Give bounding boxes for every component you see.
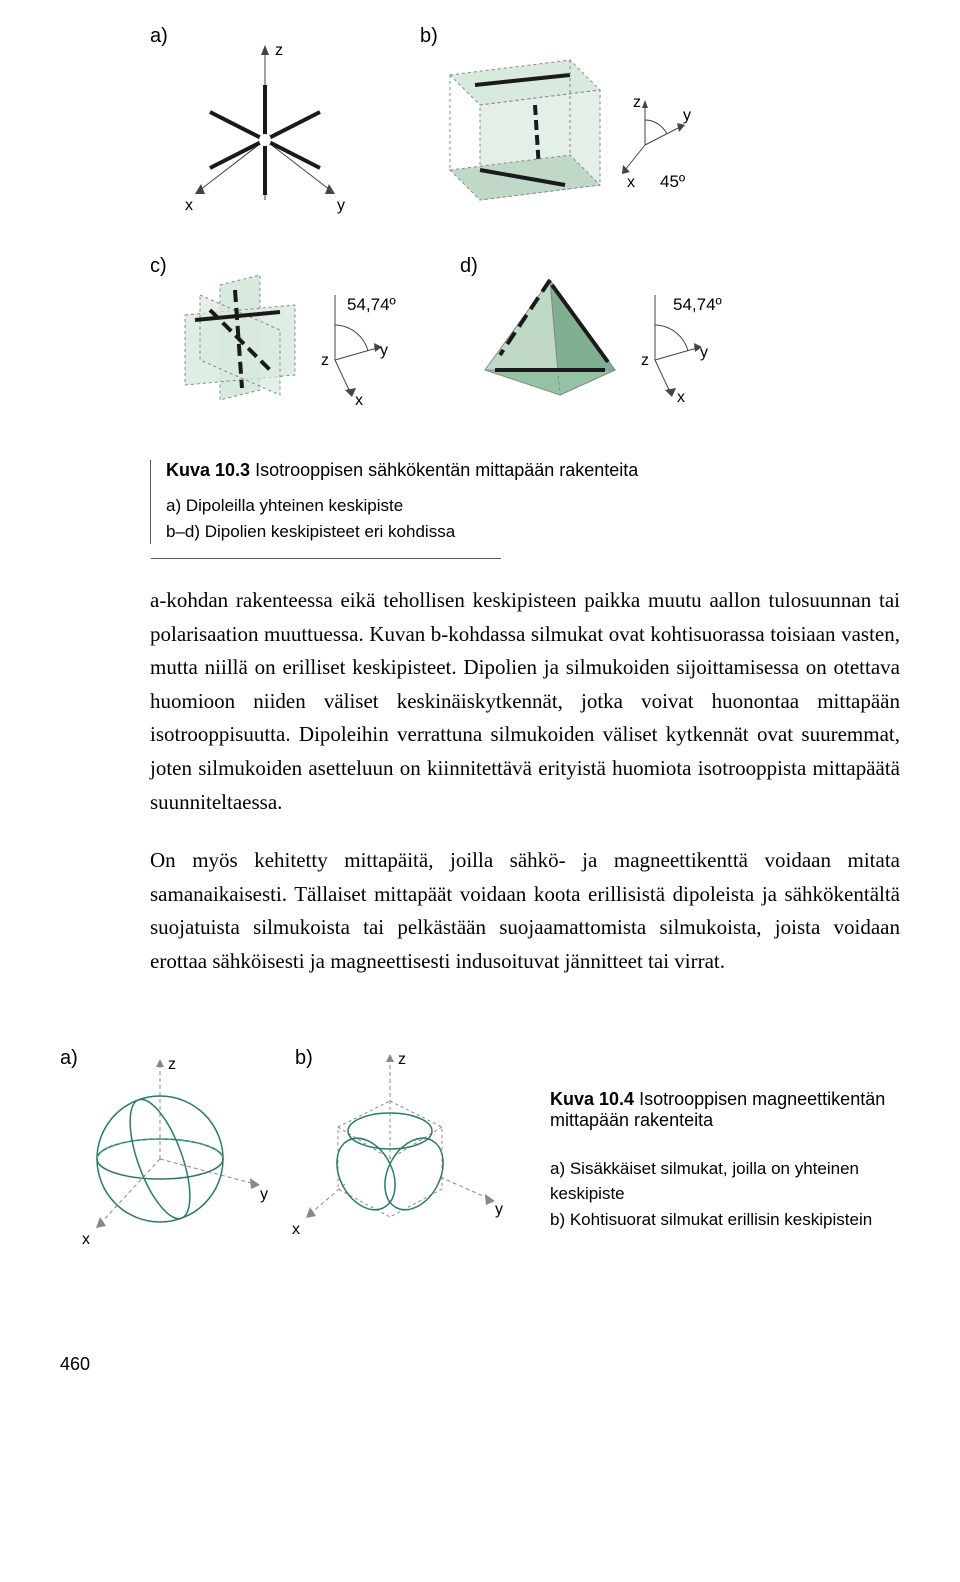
axis-z: z	[275, 42, 283, 59]
subfig-d: d)	[460, 260, 730, 430]
axis-z-4a: z	[168, 1056, 176, 1073]
axis-y-b: y	[683, 107, 691, 124]
subfig-label-d: d)	[460, 255, 478, 278]
angle-45: 45º	[660, 172, 685, 191]
axis-x-b: x	[627, 174, 635, 191]
axis-y-4a: y	[260, 1186, 268, 1203]
caption-line-a: a) Dipoleilla yhteinen keskipiste	[151, 493, 900, 519]
axis-z-b: z	[633, 94, 641, 111]
subfig-c: c) z	[150, 260, 420, 430]
figure-row-ab: a) z x y	[150, 30, 900, 230]
axis-x-4a: x	[82, 1231, 90, 1248]
page-number: 460	[60, 1354, 900, 1375]
diagram-d: z y x 54,74º	[460, 260, 730, 430]
axis-x: x	[185, 197, 193, 214]
axis-x-c: x	[355, 392, 363, 409]
subfig-label-b4: b)	[295, 1047, 313, 1069]
subfig-label-c: c)	[150, 255, 167, 278]
caption-4a: a) Sisäkkäiset silmukat, joilla on yhtei…	[550, 1156, 900, 1207]
subfig-label-a: a)	[150, 25, 168, 48]
axis-z-4b: z	[398, 1051, 406, 1068]
axis-y-c: y	[380, 342, 388, 359]
diagram-c: z y x 54,74º	[150, 260, 420, 430]
caption-number-4: Kuva 10.4	[550, 1089, 634, 1109]
caption-line-bd: b–d) Dipolien keskipisteet eri kohdissa	[151, 519, 900, 545]
figure-10-4-caption: Kuva 10.4 Isotrooppisen magneettikentän …	[550, 1039, 900, 1233]
figure-row-cd: c) z	[150, 260, 900, 430]
angle-5474-d: 54,74º	[673, 295, 722, 314]
axis-z-c: z	[321, 352, 329, 369]
axis-x-4b: x	[292, 1221, 300, 1238]
angle-5474-c: 54,74º	[347, 295, 396, 314]
caption-title-text: Isotrooppisen sähkökentän mittapään rake…	[250, 460, 638, 480]
subfig-a: a) z x y	[150, 30, 380, 230]
figure-10-4: a) z y x	[60, 1039, 900, 1274]
paragraph-2: On myös kehitetty mittapäitä, joilla säh…	[150, 844, 900, 978]
figure-10-3: a) z x y	[150, 30, 900, 544]
diagram-a: z x y	[150, 30, 380, 230]
diagram-b: z y x 45º	[420, 30, 700, 230]
axis-z-d: z	[641, 352, 649, 369]
caption-number: Kuva 10.3	[166, 460, 250, 480]
axis-x-d: x	[677, 389, 685, 406]
subfig-b: b)	[420, 30, 700, 230]
subfig-label-a4: a)	[60, 1047, 78, 1069]
axis-y-4b: y	[495, 1201, 503, 1218]
figure-10-4-svgs: a) z y x	[60, 1039, 520, 1274]
axis-y-d: y	[700, 344, 708, 361]
caption-4b: b) Kohtisuorat silmukat erillisin keskip…	[550, 1207, 900, 1233]
paragraph-1: a-kohdan rakenteessa eikä tehollisen kes…	[150, 584, 900, 819]
subfig-label-b: b)	[420, 25, 438, 48]
axis-y: y	[337, 197, 345, 214]
figure-10-3-caption: Kuva 10.3 Isotrooppisen sähkökentän mitt…	[150, 460, 900, 544]
